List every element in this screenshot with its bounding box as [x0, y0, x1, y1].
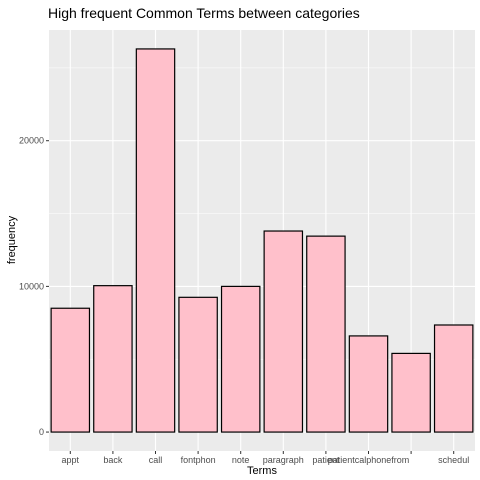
y-axis: 0 10000 20000	[19, 136, 49, 437]
bar-back	[93, 285, 133, 433]
x-tick-label: paragraph	[263, 455, 304, 465]
x-tick-label: back	[103, 455, 123, 465]
bar-note	[220, 285, 261, 433]
bar-appt	[50, 307, 91, 433]
bar-paragraph	[263, 230, 304, 433]
x-axis-title: Terms	[247, 465, 277, 477]
bar-fontphon	[178, 296, 218, 433]
x-tick-label: call	[149, 455, 163, 465]
bar-patient	[306, 235, 346, 433]
y-tick-label: 10000	[19, 281, 44, 291]
bar-schedul	[433, 324, 474, 433]
bars	[50, 48, 474, 433]
bar-phonefrom	[391, 352, 431, 433]
y-tick-label: 0	[39, 427, 44, 437]
x-tick-label: note	[232, 455, 250, 465]
y-tick-label: 20000	[19, 136, 44, 146]
chart-title: High frequent Common Terms between categ…	[48, 5, 360, 21]
x-tick-label: patient	[312, 455, 340, 465]
x-tick-label: appt	[62, 455, 80, 465]
x-axis: appt back call fontphon note paragraph patient…	[62, 451, 469, 465]
x-tick-label: fontphon	[181, 455, 216, 465]
y-axis-title: frequency	[6, 215, 18, 264]
x-tick-label: schedul	[438, 455, 469, 465]
bar-patientcal	[348, 335, 389, 433]
x-tick-label: patientcalphonefrom	[328, 455, 410, 465]
bar-call	[135, 48, 176, 433]
